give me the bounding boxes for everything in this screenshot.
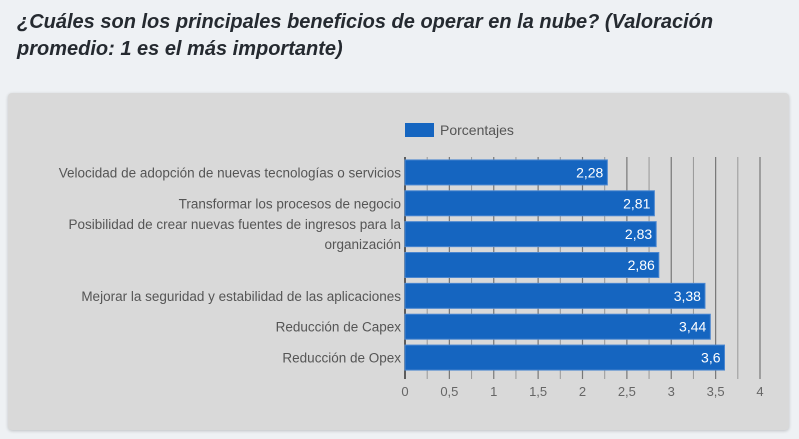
x-tick-label: 4 [756, 384, 763, 399]
x-tick-label: 3 [668, 384, 675, 399]
category-label: Reducción de Capex [276, 320, 402, 335]
category-label: Mejorar la seguridad y estabilidad de la… [81, 289, 401, 304]
bar-value-label: 2,28 [576, 164, 603, 180]
x-tick-label: 1 [490, 384, 497, 399]
legend-label: Porcentajes [440, 122, 514, 138]
x-tick-label: 2,5 [618, 384, 636, 399]
bar-value-label: 3,38 [674, 288, 701, 304]
category-label: Velocidad de adopción de nuevas tecnolog… [59, 165, 401, 180]
x-tick-label: 2 [579, 384, 586, 399]
category-label: organización [324, 237, 401, 252]
category-label: Reducción de Opex [282, 351, 401, 366]
category-label: Posibilidad de crear nuevas fuentes de i… [69, 217, 402, 232]
x-tick-label: 3,5 [707, 384, 725, 399]
category-label: Transformar los procesos de negocio [179, 196, 401, 211]
legend-swatch [405, 123, 434, 137]
bar-value-label: 3,44 [679, 319, 706, 335]
bar [404, 344, 725, 371]
bar-value-label: 3,6 [701, 350, 721, 366]
bar-value-label: 2,81 [623, 195, 650, 211]
bar [404, 190, 655, 217]
bar [404, 252, 660, 278]
bar [404, 159, 608, 186]
chart-title: ¿Cuáles son los principales beneficios d… [17, 11, 714, 60]
x-tick-label: 0,5 [440, 384, 458, 399]
bar [404, 282, 706, 309]
bar-value-label: 2,83 [625, 226, 652, 242]
bar [404, 221, 657, 248]
bar-value-label: 2,86 [628, 257, 655, 273]
x-tick-label: 0 [401, 384, 408, 399]
x-tick-label: 1,5 [529, 384, 547, 399]
bar [404, 313, 711, 340]
